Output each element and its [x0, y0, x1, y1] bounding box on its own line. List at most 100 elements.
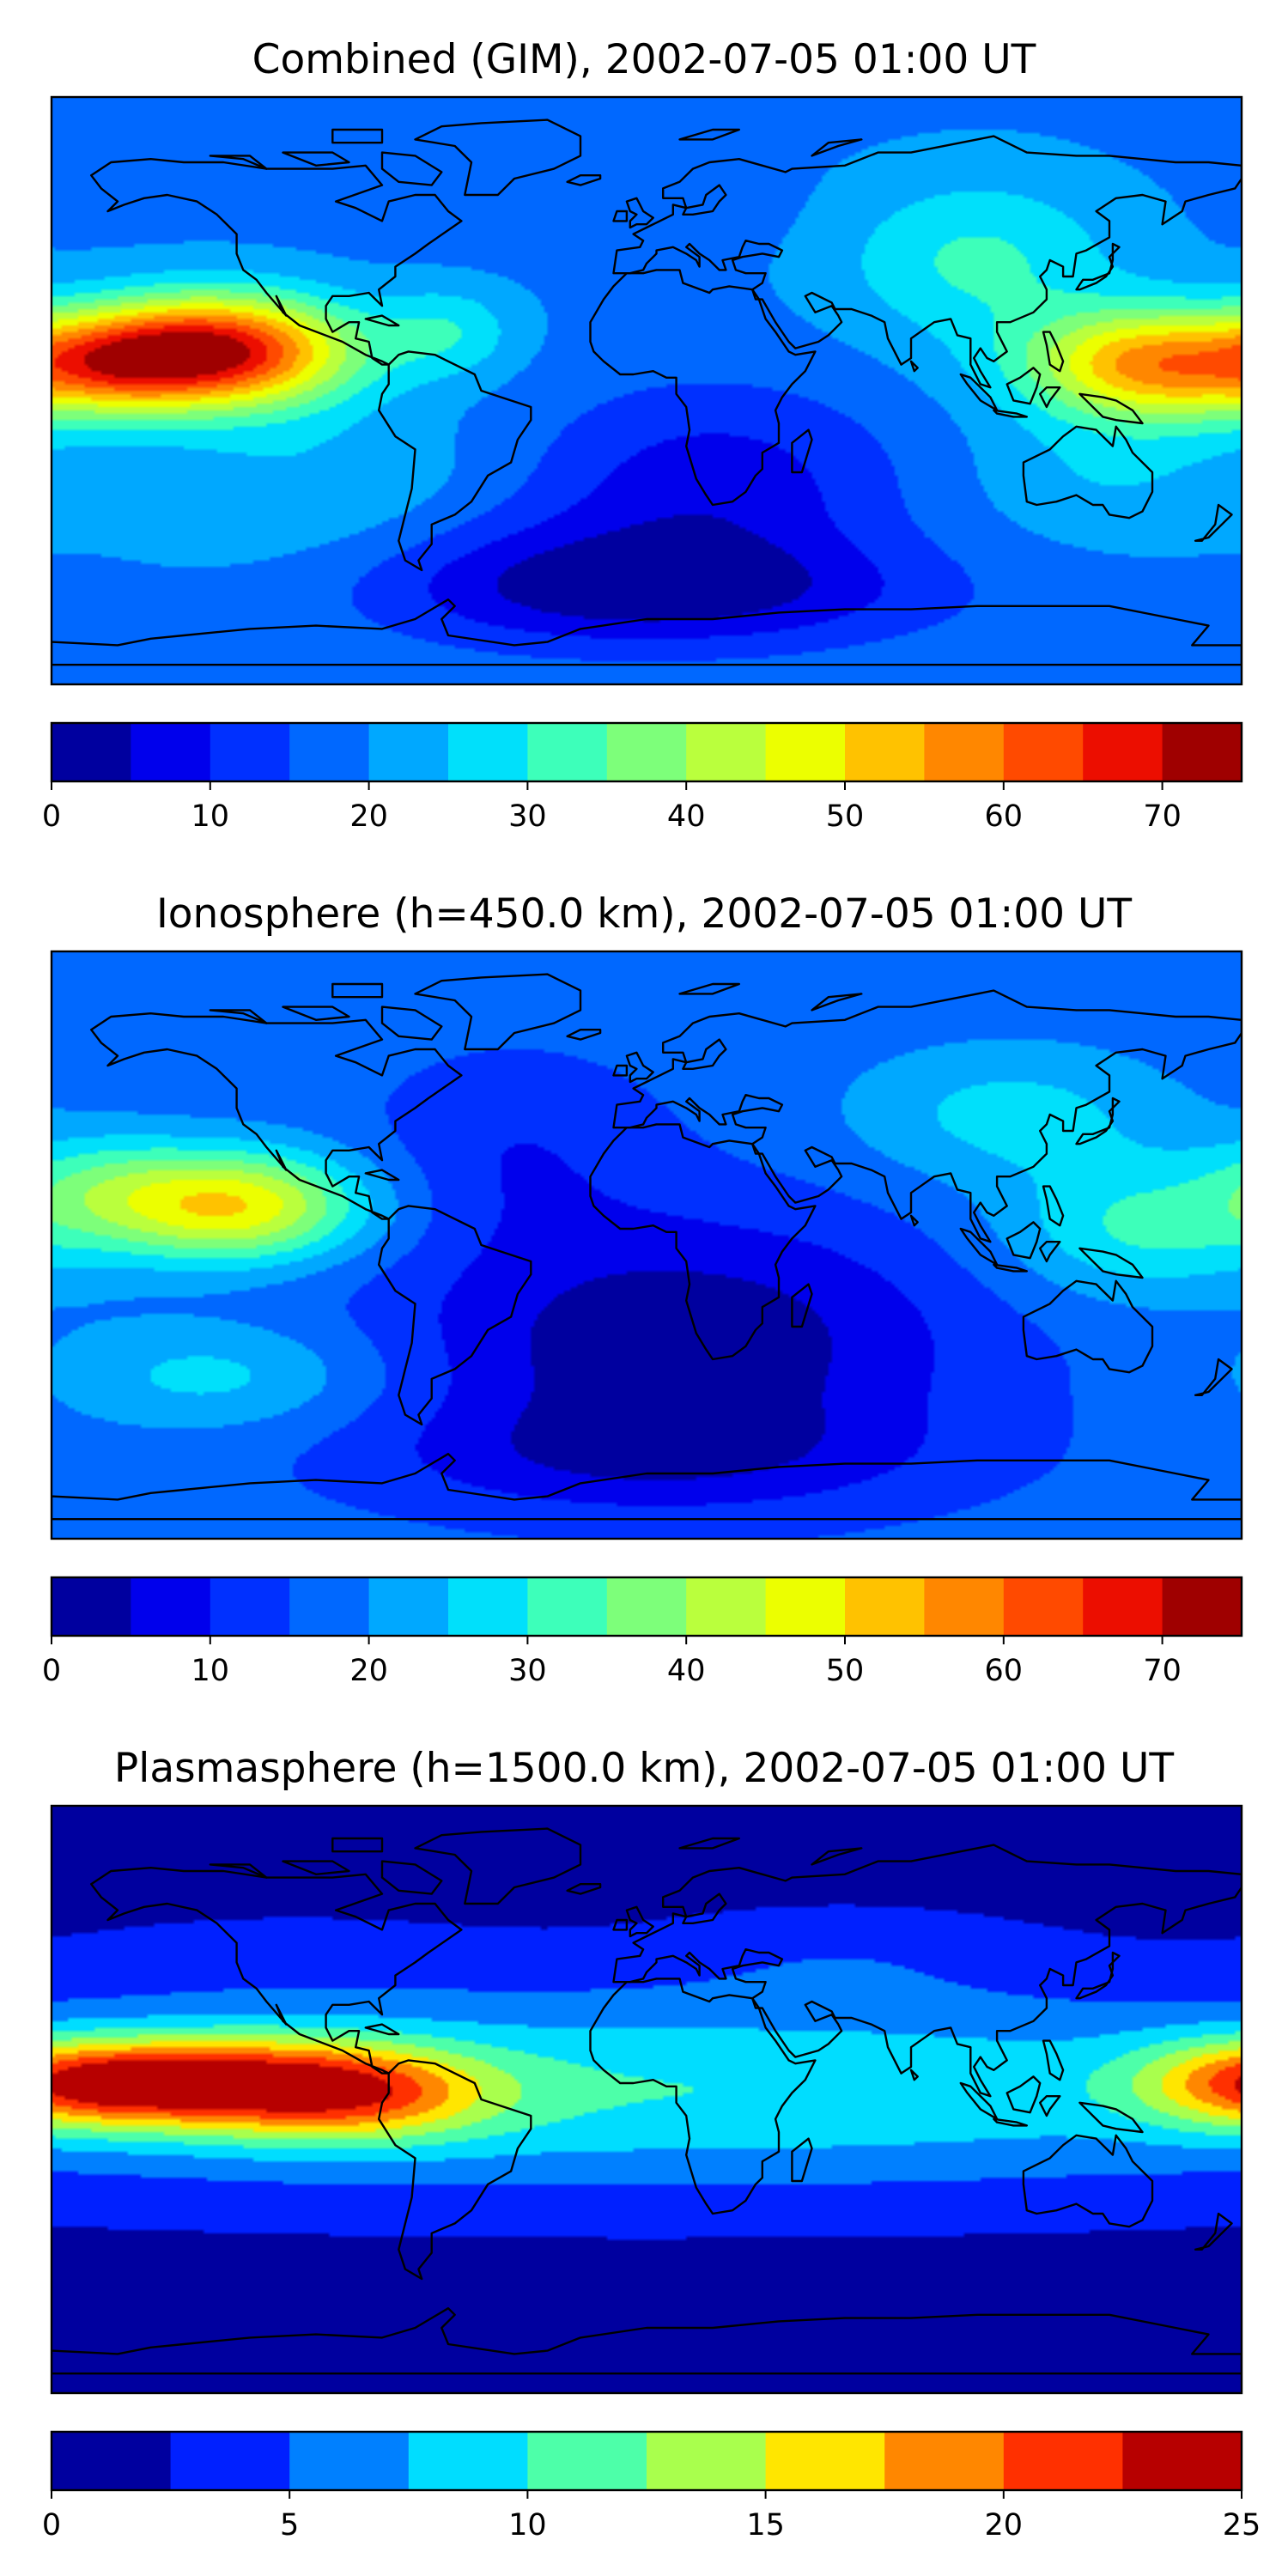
- colorbar-swatch: [1083, 1577, 1163, 1636]
- coastline: [414, 1827, 582, 1905]
- coastline: [364, 314, 400, 327]
- colorbar-tick-label: 40: [667, 1654, 706, 1688]
- coastline: [209, 1863, 268, 1879]
- colorbar-swatch: [765, 723, 846, 781]
- coastline: [1194, 1358, 1233, 1397]
- colorbar-swatch: [1162, 723, 1242, 781]
- coastline: [1042, 1185, 1065, 1227]
- coastline: [378, 2059, 532, 2281]
- coastline: [1038, 1240, 1061, 1263]
- coastline: [612, 210, 629, 222]
- colorbar-swatch: [686, 723, 767, 781]
- coastline: [678, 128, 740, 141]
- coastline: [1038, 2094, 1061, 2117]
- colorbar-swatch: [765, 2432, 885, 2490]
- panel-title-ionosphere: Ionosphere (h=450.0 km), 2002-07-05 01:0…: [156, 890, 1132, 938]
- coastlines: [52, 973, 1242, 1521]
- coastline: [625, 197, 654, 229]
- coastline: [1075, 242, 1121, 291]
- coastline: [331, 982, 384, 999]
- colorbar-swatch: [647, 2432, 767, 2490]
- coastline: [566, 1882, 602, 1895]
- coastline: [331, 1837, 384, 1853]
- colorbar-swatch: [924, 1577, 1005, 1636]
- colorbar-swatch: [210, 1577, 290, 1636]
- coastline: [993, 2117, 1029, 2127]
- coastline: [52, 2306, 1242, 2375]
- colorbar-swatch: [1122, 2432, 1242, 2490]
- coastline: [909, 1214, 919, 1227]
- colorbar-tick-label: 30: [508, 1654, 547, 1688]
- coastline: [282, 1860, 350, 1876]
- colorbar-tick-label: 20: [985, 2508, 1024, 2543]
- coastline: [364, 1169, 400, 1182]
- coastline: [909, 2069, 919, 2081]
- colorbar-swatch: [527, 2432, 647, 2490]
- coastline: [1042, 2039, 1065, 2081]
- coastline: [282, 1005, 350, 1022]
- colorbar-plasmasphere: 0 5 10 15 20 25: [42, 2430, 1261, 2543]
- map-combined-tec: [50, 95, 1243, 686]
- colorbar-tick-label: 20: [349, 799, 388, 834]
- colorbar-tick-label: 40: [667, 799, 706, 834]
- coastline: [791, 2137, 813, 2183]
- coastline: [89, 1866, 463, 2075]
- colorbar-tick-label: 70: [1143, 1654, 1182, 1688]
- coastline: [1075, 1097, 1121, 1145]
- coastline: [811, 993, 863, 1012]
- panel-title-combined: Combined (GIM), 2002-07-05 01:00 UT: [252, 36, 1036, 83]
- coastline: [589, 1123, 817, 1361]
- coastline: [380, 1860, 443, 1895]
- coastline: [612, 1064, 629, 1077]
- colorbar-swatch: [52, 723, 131, 781]
- coastline: [612, 989, 1242, 1243]
- coastline: [414, 973, 582, 1051]
- coastline: [589, 269, 817, 507]
- colorbar-tick-label: 60: [985, 799, 1024, 834]
- colorbar-swatch: [1162, 1577, 1242, 1636]
- coastline: [1042, 331, 1065, 373]
- colorbar-swatch: [527, 1577, 608, 1636]
- colorbar-swatch: [52, 2432, 172, 2490]
- colorbar-swatch: [765, 1577, 846, 1636]
- coastline: [52, 1452, 1242, 1521]
- colorbar-swatch: [131, 1577, 211, 1636]
- map-frame: [50, 950, 1243, 1540]
- colorbar-swatch: [527, 723, 608, 781]
- coastline: [89, 157, 463, 366]
- colorbar-swatch: [1003, 2432, 1123, 2490]
- colorbar-swatch: [845, 1577, 925, 1636]
- coastline: [625, 1051, 654, 1084]
- colorbar-swatch: [52, 1577, 131, 1636]
- colorbar-tick-label: 5: [280, 2508, 299, 2543]
- coastline: [1075, 1951, 1121, 2000]
- tec-filled-contours: [52, 97, 1242, 684]
- colorbar-swatch: [289, 723, 370, 781]
- colorbar-tick-label: 10: [191, 1654, 230, 1688]
- coastline: [89, 1012, 463, 1220]
- colorbar-tick-label: 25: [1223, 2508, 1261, 2543]
- colorbar-tick-label: 15: [746, 2508, 785, 2543]
- coastline: [612, 135, 1242, 389]
- colorbar-tick-label: 70: [1143, 799, 1182, 834]
- coastline: [589, 1978, 817, 2215]
- colorbar-combined: 0 10 20 30 40 50 60 70: [42, 721, 1243, 834]
- colorbar-swatch: [131, 723, 211, 781]
- colorbar-swatch: [368, 1577, 449, 1636]
- colorbar-swatch: [368, 723, 449, 781]
- colorbar-tick-label: 50: [826, 1654, 865, 1688]
- coastline: [331, 128, 384, 144]
- coastline: [378, 1205, 532, 1426]
- coastline: [1194, 2212, 1233, 2251]
- coastline: [612, 1844, 1242, 2098]
- tec-filled-contours: [52, 1806, 1242, 2393]
- colorbar-swatch: [289, 2432, 410, 2490]
- colorbar-swatch: [210, 723, 290, 781]
- colorbar-swatch: [686, 1577, 767, 1636]
- coastline: [566, 1028, 602, 1041]
- coastline: [566, 173, 602, 186]
- colorbar-swatch: [924, 723, 1005, 781]
- coastlines: [52, 118, 1242, 666]
- map-ionosphere-tec: [50, 950, 1243, 1540]
